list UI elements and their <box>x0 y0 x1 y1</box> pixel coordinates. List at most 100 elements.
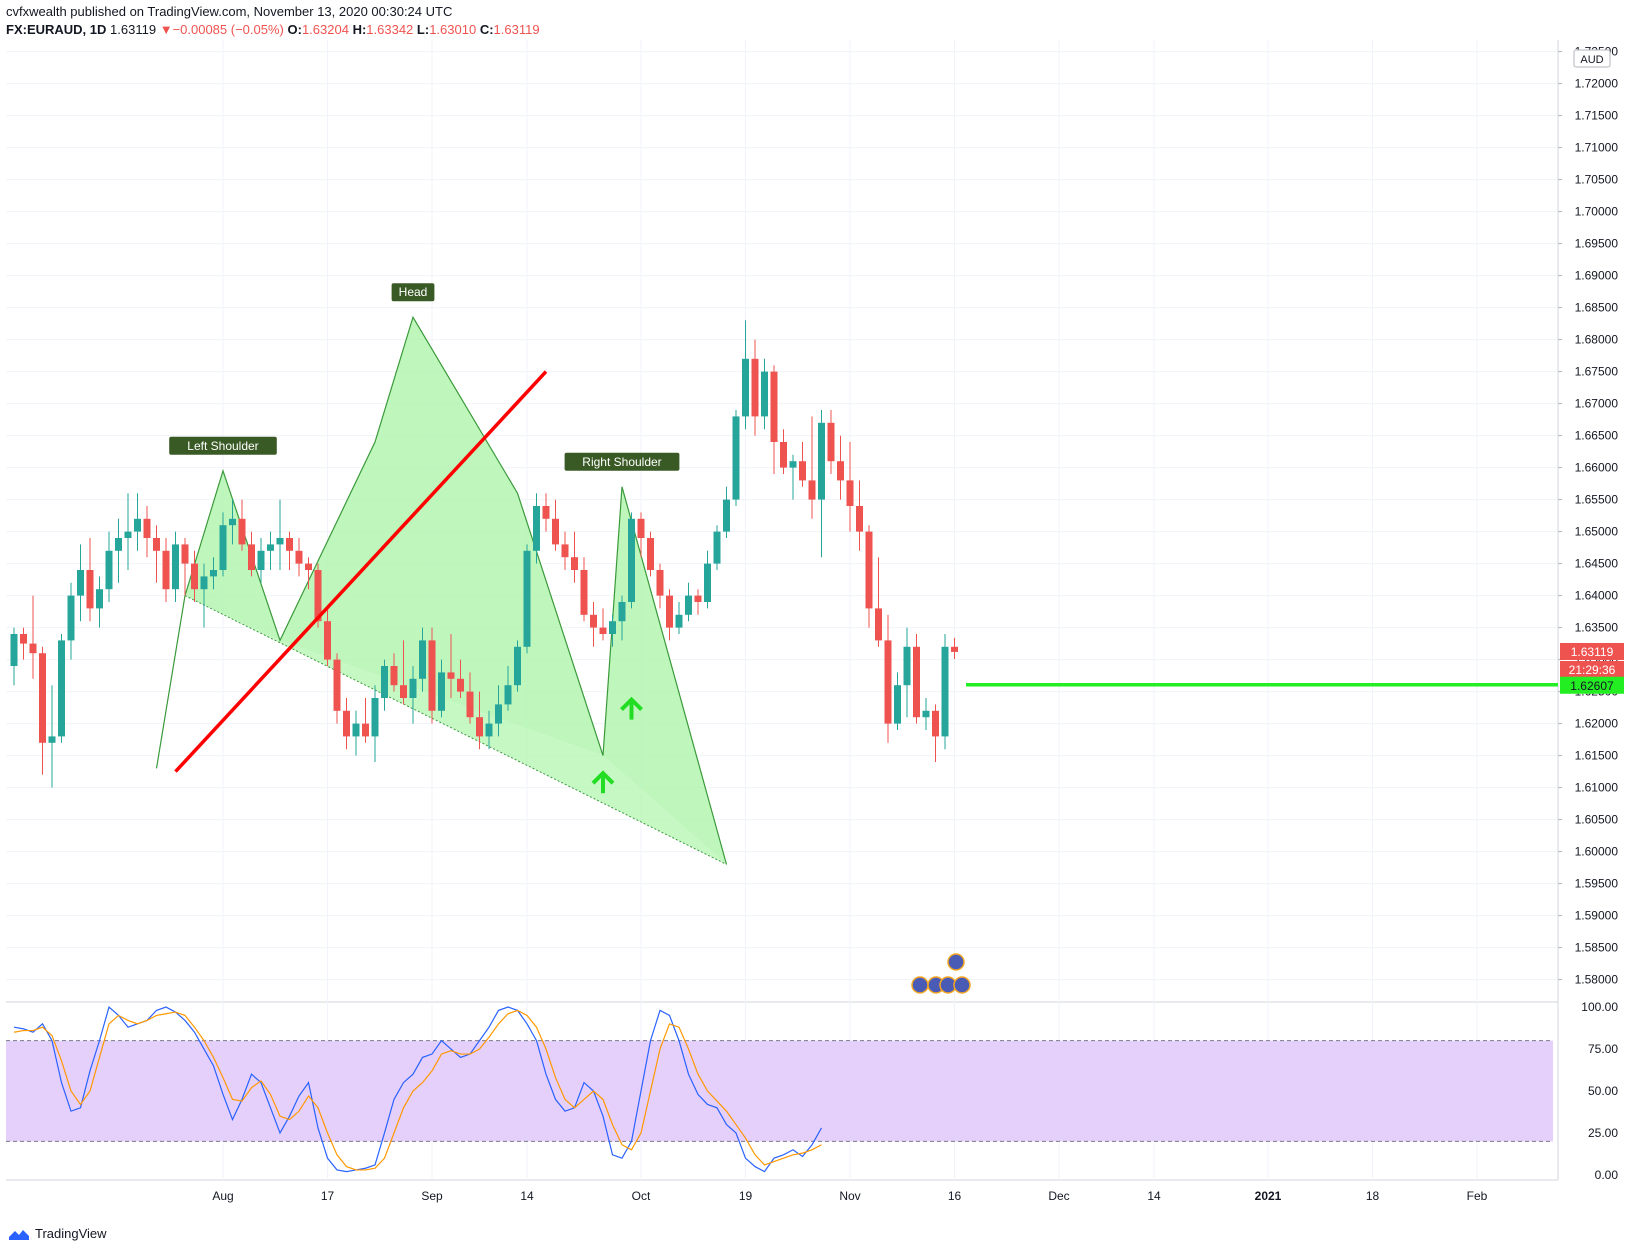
candle-body <box>761 371 768 417</box>
candle-body <box>324 621 331 660</box>
price-tick-label: 1.67000 <box>1575 397 1619 411</box>
time-tick-label: 16 <box>948 1189 962 1203</box>
candle-body <box>276 538 284 545</box>
candle-body <box>751 358 759 417</box>
time-tick-label: 2021 <box>1255 1189 1282 1203</box>
high-value: 1.63342 <box>366 22 414 37</box>
candle-body <box>77 570 84 596</box>
price-tick-label: 1.70500 <box>1575 173 1619 187</box>
stochastic-tick-label: 100.00 <box>1581 1000 1618 1014</box>
candle-body <box>409 678 417 698</box>
candle-body <box>561 544 569 558</box>
candle-body <box>694 595 702 602</box>
price-tick-label: 1.63500 <box>1575 621 1619 635</box>
tradingview-logo-icon <box>9 1229 29 1240</box>
footer-brand[interactable]: TradingView <box>8 1226 107 1241</box>
candle-body <box>609 621 616 634</box>
price-tick-label: 1.66000 <box>1575 461 1619 475</box>
stochastic-tick-label: 0.00 <box>1595 1168 1619 1182</box>
pattern-label-box <box>564 452 680 471</box>
candle-body <box>932 710 939 737</box>
event-badge-icon <box>911 976 929 994</box>
candle-body <box>903 646 911 686</box>
close-label: C: <box>479 22 494 37</box>
candle-body <box>628 518 635 602</box>
candle-body <box>143 518 151 538</box>
candle-body <box>153 538 160 551</box>
time-tick-label: Sep <box>421 1189 443 1203</box>
stochastic-tick-label: 50.00 <box>1588 1084 1618 1098</box>
candle-body <box>742 358 749 417</box>
symbol-name[interactable]: FX:EURAUD, 1D <box>6 22 107 37</box>
price-tick-label: 1.71500 <box>1575 109 1619 123</box>
candle-body <box>219 525 227 570</box>
candle-body <box>96 589 103 609</box>
candle-body <box>134 518 141 532</box>
candle-body <box>457 678 464 692</box>
price-change: −0.00085 (−0.05%) <box>172 22 284 37</box>
low-value: 1.63010 <box>429 22 477 37</box>
high-label: H: <box>352 22 367 37</box>
candle-body <box>941 646 949 737</box>
candle-body <box>913 646 920 718</box>
candle-body <box>305 563 312 570</box>
time-tick-label: 14 <box>520 1189 534 1203</box>
target-price-tag <box>1560 676 1624 694</box>
stochastic-tick-label: 75.00 <box>1588 1042 1618 1056</box>
price-tick-label: 1.68000 <box>1575 333 1619 347</box>
candle-body <box>865 531 873 609</box>
candle-body <box>39 653 46 743</box>
time-tick-label: Aug <box>212 1189 233 1203</box>
candle-body <box>124 531 132 538</box>
candle-body <box>656 570 664 596</box>
time-tick-label: 18 <box>1366 1189 1380 1203</box>
candle-body <box>210 570 217 577</box>
time-tick-label: Nov <box>839 1189 860 1203</box>
price-tick-label: 1.71000 <box>1575 141 1619 155</box>
left-shoulder-area <box>185 470 280 641</box>
candle-body <box>362 723 369 737</box>
candle-body <box>238 518 246 545</box>
price-tick-label: 1.64000 <box>1575 589 1619 603</box>
candle-body <box>495 704 502 724</box>
head-area <box>280 317 603 756</box>
candle-body <box>580 570 588 615</box>
pattern-base-line <box>184 595 727 865</box>
candle-body <box>343 710 350 737</box>
candle-body <box>571 557 578 570</box>
price-tick-label: 1.64500 <box>1575 557 1619 571</box>
price-tick-label: 1.62000 <box>1575 717 1619 731</box>
candle-body <box>67 595 75 641</box>
published-text: cvfxwealth published on TradingView.com,… <box>6 4 453 19</box>
time-tick-label: 19 <box>739 1189 753 1203</box>
candle-body <box>476 717 483 737</box>
currency-badge <box>1573 49 1611 68</box>
candle-body <box>542 506 550 519</box>
candle-body <box>637 518 645 538</box>
candle-body <box>115 538 122 551</box>
candle-body <box>951 646 958 652</box>
candle-body <box>248 544 255 570</box>
candle-body <box>732 416 740 500</box>
time-tick-label: Dec <box>1048 1189 1069 1203</box>
candle-body <box>704 563 711 602</box>
candle-body <box>191 563 198 590</box>
time-tick-label: 14 <box>1147 1189 1161 1203</box>
symbol-legend: FX:EURAUD, 1D 1.63119 ▼−0.00085 (−0.05%)… <box>6 22 540 37</box>
time-tick-label: Oct <box>632 1189 651 1203</box>
neckline <box>174 370 548 773</box>
candle-body <box>846 480 854 506</box>
target-price-value: 1.62607 <box>1570 679 1614 693</box>
price-tick-label: 1.72000 <box>1575 77 1619 91</box>
candle-body <box>200 576 208 590</box>
candle-body <box>295 550 303 564</box>
candle-body <box>10 634 18 666</box>
price-tick-label: 1.69500 <box>1575 237 1619 251</box>
stochastic-tick-label: 25.00 <box>1588 1126 1618 1140</box>
price-tick-label: 1.61500 <box>1575 749 1619 763</box>
countdown-tag <box>1560 660 1624 678</box>
candle-body <box>618 602 626 622</box>
price-tick-label: 1.61000 <box>1575 781 1619 795</box>
candle-body <box>286 538 293 551</box>
